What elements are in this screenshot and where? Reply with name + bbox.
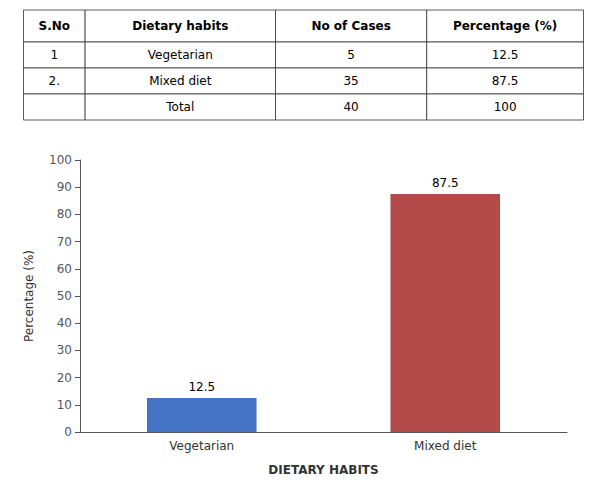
svg-text:Percentage (%): Percentage (%) [453,19,557,33]
svg-text:87.5: 87.5 [492,74,519,88]
svg-text:40: 40 [343,100,358,114]
svg-text:Dietary habits: Dietary habits [132,19,228,33]
svg-text:Total: Total [165,100,194,114]
svg-text:No of Cases: No of Cases [311,19,390,33]
svg-text:70: 70 [57,235,72,249]
svg-text:0: 0 [64,425,72,439]
svg-text:2.: 2. [49,74,60,88]
svg-text:50: 50 [57,289,72,303]
svg-text:35: 35 [343,74,358,88]
svg-text:Percentage (%): Percentage (%) [22,250,36,342]
svg-text:Vegetarian: Vegetarian [148,48,213,62]
svg-text:100: 100 [494,100,517,114]
svg-text:Mixed diet: Mixed diet [149,74,212,88]
svg-text:30: 30 [57,343,72,357]
svg-text:5: 5 [347,48,355,62]
svg-text:12.5: 12.5 [188,380,215,394]
svg-text:40: 40 [57,316,72,330]
svg-text:100: 100 [49,153,72,167]
svg-text:87.5: 87.5 [432,176,459,190]
svg-text:S.No: S.No [39,19,71,33]
svg-text:10: 10 [57,398,72,412]
svg-text:12.5: 12.5 [492,48,519,62]
svg-text:1: 1 [50,48,58,62]
svg-text:80: 80 [57,207,72,221]
svg-text:60: 60 [57,262,72,276]
svg-text:Vegetarian: Vegetarian [169,439,234,453]
svg-text:20: 20 [57,371,72,385]
svg-text:Mixed diet: Mixed diet [414,439,477,453]
svg-text:90: 90 [57,180,72,194]
svg-text:DIETARY HABITS: DIETARY HABITS [268,463,378,477]
